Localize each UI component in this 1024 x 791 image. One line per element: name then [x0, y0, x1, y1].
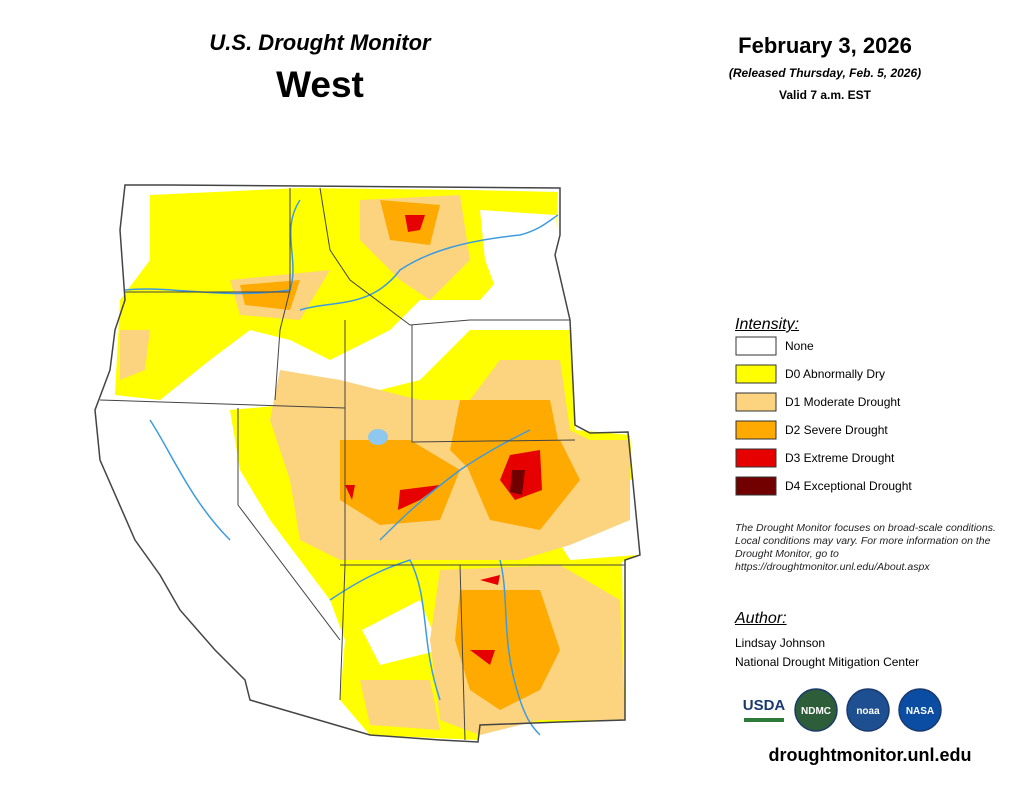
legend-heading: Intensity:	[735, 316, 800, 333]
legend-label: D4 Exceptional Drought	[785, 479, 912, 493]
drought-area	[405, 215, 425, 232]
title: West	[276, 64, 364, 105]
drought-area	[120, 330, 150, 380]
author-org: National Drought Mitigation Center	[735, 655, 920, 669]
subtitle: U.S. Drought Monitor	[209, 30, 431, 55]
logo-text: NASA	[906, 706, 934, 717]
legend-label: D0 Abnormally Dry	[785, 367, 885, 381]
state-borders	[94, 184, 641, 743]
legend-swatch	[735, 476, 777, 496]
released: (Released Thursday, Feb. 5, 2026)	[728, 66, 922, 80]
logos: USDA NDMC noaa NASA	[743, 688, 942, 732]
valid-time: Valid 7 a.m. EST	[778, 88, 872, 102]
drought-area	[480, 575, 500, 585]
logo-badge	[846, 688, 890, 732]
drought-area	[340, 440, 460, 525]
drought-area	[510, 470, 525, 495]
state-border	[274, 188, 291, 401]
state-border	[319, 187, 570, 326]
drought-area	[455, 590, 560, 710]
drought-area	[345, 485, 355, 500]
legend-swatch	[735, 448, 777, 468]
drought-area	[240, 280, 300, 310]
legend-swatch	[735, 420, 777, 440]
legend: None D0 Abnormally Dry D1 Moderate Drought…	[735, 336, 912, 496]
author-name: Lindsay Johnson	[735, 636, 826, 650]
great-salt-lake	[368, 429, 388, 445]
river	[149, 419, 231, 541]
date: February 3, 2026	[738, 33, 912, 58]
legend-label: None	[785, 339, 814, 353]
legend-swatch	[735, 364, 777, 384]
state-border	[99, 399, 346, 409]
state-border	[411, 325, 576, 443]
drought-area	[398, 485, 440, 510]
legend-swatch	[735, 336, 777, 356]
drought-area	[362, 600, 440, 665]
drought-area	[480, 210, 556, 300]
legend-label: D3 Extreme Drought	[785, 451, 895, 465]
logo-text: NDMC	[801, 706, 831, 717]
logo-text: noaa	[856, 706, 880, 717]
legend-label: D2 Severe Drought	[785, 423, 888, 437]
drought-area	[360, 680, 440, 730]
logo-text: USDA	[743, 697, 786, 714]
legend-swatch	[735, 392, 777, 412]
legend-label: D1 Moderate Drought	[785, 395, 901, 409]
logo-badge	[898, 688, 942, 732]
state-border	[459, 564, 466, 741]
drought-area	[470, 650, 495, 665]
drought-areas	[95, 185, 640, 742]
region-border	[94, 184, 641, 743]
logo-badge	[794, 688, 838, 732]
state-border	[237, 408, 341, 641]
url: droughtmonitor.unl.edu	[768, 745, 972, 765]
river	[299, 214, 559, 311]
author-heading: Author:	[735, 610, 787, 627]
map	[94, 184, 641, 743]
logo-bar	[744, 718, 784, 722]
note: The Drought Monitor focuses on broad-sca…	[735, 522, 996, 573]
